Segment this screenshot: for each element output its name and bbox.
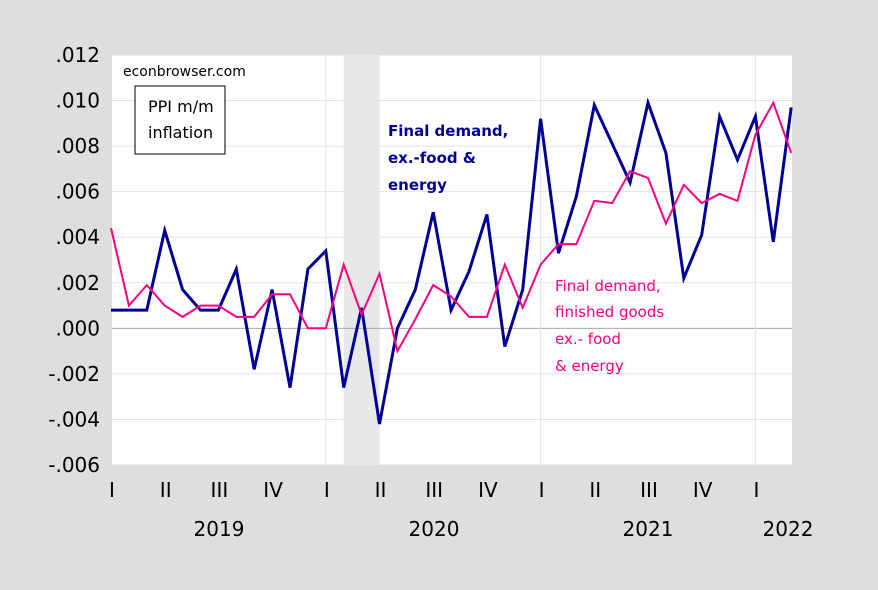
x-quarter-label: IV <box>693 478 713 502</box>
x-year-label: 2019 <box>194 517 245 541</box>
series-label-finished-line-1: Final demand, <box>555 277 661 295</box>
x-year-label: 2021 <box>623 517 674 541</box>
series-label-finished-line-4: & energy <box>555 357 624 375</box>
x-quarter-label: III <box>640 478 658 502</box>
y-tick-label: -.006 <box>48 453 100 477</box>
x-quarter-label: I <box>324 478 330 502</box>
y-tick-label: .012 <box>55 43 100 67</box>
label-box <box>134 85 226 155</box>
series-label-core-line-2: ex.-food & <box>388 149 476 167</box>
x-quarter-label: I <box>539 478 545 502</box>
x-quarter-label: IV <box>478 478 498 502</box>
watermark: econbrowser.com <box>123 64 246 80</box>
y-tick-label: .002 <box>55 271 100 295</box>
x-quarter-label: IV <box>263 478 283 502</box>
y-tick-label: .006 <box>55 180 100 204</box>
x-quarter-label: I <box>109 478 115 502</box>
series-label-core-line-1: Final demand, <box>388 122 508 140</box>
x-year-label: 2022 <box>763 517 814 541</box>
y-tick-label: .004 <box>55 225 100 249</box>
y-tick-label: -.004 <box>48 407 100 431</box>
x-quarter-label: III <box>425 478 443 502</box>
recession-shading <box>343 55 380 465</box>
y-tick-label: -.002 <box>48 362 100 386</box>
x-quarter-label: II <box>160 478 172 502</box>
x-quarter-label: III <box>211 478 229 502</box>
series-label-core-line-3: energy <box>388 176 447 194</box>
label-box-line-1: PPI m/m <box>148 97 214 116</box>
series-label-finished-line-3: ex.- food <box>555 330 621 348</box>
y-tick-label: .008 <box>55 134 100 158</box>
label-box-line-2: inflation <box>148 123 213 142</box>
series-label-core: Final demand, ex.-food & energy <box>388 122 508 194</box>
x-quarter-label: II <box>375 478 387 502</box>
x-quarter-label: II <box>589 478 601 502</box>
x-quarter-label: I <box>753 478 759 502</box>
series-label-finished: Final demand, finished goods ex.- food &… <box>555 277 664 375</box>
y-tick-label: .010 <box>55 89 100 113</box>
x-year-label: 2020 <box>409 517 460 541</box>
y-tick-label: .000 <box>55 316 100 340</box>
series-label-finished-line-2: finished goods <box>555 303 664 321</box>
